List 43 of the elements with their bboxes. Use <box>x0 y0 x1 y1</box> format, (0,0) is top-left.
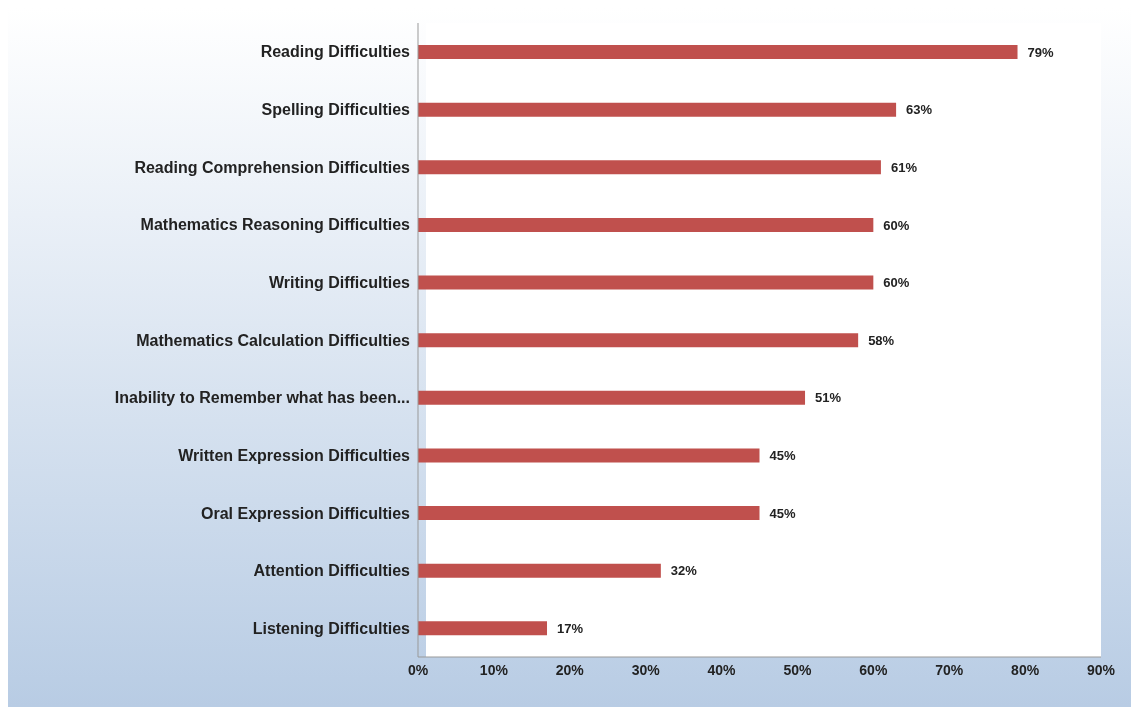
bar <box>418 333 859 348</box>
x-tick-label: 10% <box>479 661 509 678</box>
y-tick-label: Listening Difficulties <box>252 619 411 637</box>
data-label: 45% <box>769 448 796 464</box>
data-label: 60% <box>883 217 910 233</box>
x-tick-label: 30% <box>631 661 661 678</box>
bar <box>418 563 661 578</box>
x-tick-label: 90% <box>1086 661 1116 678</box>
bar <box>418 160 881 175</box>
data-label: 58% <box>868 332 895 348</box>
data-label: 61% <box>890 159 918 175</box>
y-tick-label: Written Expression Difficulties <box>178 446 411 464</box>
x-tick-label: 50% <box>783 661 812 678</box>
bar <box>418 275 874 290</box>
y-tick-label: Mathematics Calculation Difficulties <box>136 331 411 349</box>
data-label: 79% <box>1027 44 1054 60</box>
x-tick-label: 60% <box>859 661 888 678</box>
y-tick-label: Attention Difficulties <box>253 562 411 580</box>
bar <box>418 448 760 463</box>
data-label: 63% <box>906 102 933 118</box>
y-tick-label: Inability to Remember what has been... <box>114 389 410 407</box>
x-tick-label: 40% <box>707 661 737 678</box>
x-tick-label: 20% <box>555 661 585 678</box>
data-label: 45% <box>769 505 796 521</box>
y-tick-label: Reading Comprehension Difficulties <box>134 158 411 176</box>
bar <box>418 506 760 521</box>
y-tick-label: Oral Expression Difficulties <box>201 504 411 522</box>
bar <box>418 45 1018 59</box>
data-label: 17% <box>557 620 584 636</box>
y-tick-label: Writing Difficulties <box>268 274 411 292</box>
bar <box>418 390 806 405</box>
y-tick-label: Spelling Difficulties <box>261 101 411 119</box>
bar <box>418 217 874 232</box>
y-tick-label: Reading Difficulties <box>260 43 411 61</box>
data-label: 51% <box>815 390 842 406</box>
data-label: 32% <box>670 563 698 579</box>
x-tick-label: 70% <box>935 661 964 678</box>
x-tick-label: 0% <box>407 661 429 678</box>
bar <box>418 102 897 117</box>
data-label: 60% <box>883 275 910 291</box>
x-tick-label: 80% <box>1011 661 1040 678</box>
y-tick-label: Mathematics Reasoning Difficulties <box>140 216 411 234</box>
bar <box>418 621 548 636</box>
